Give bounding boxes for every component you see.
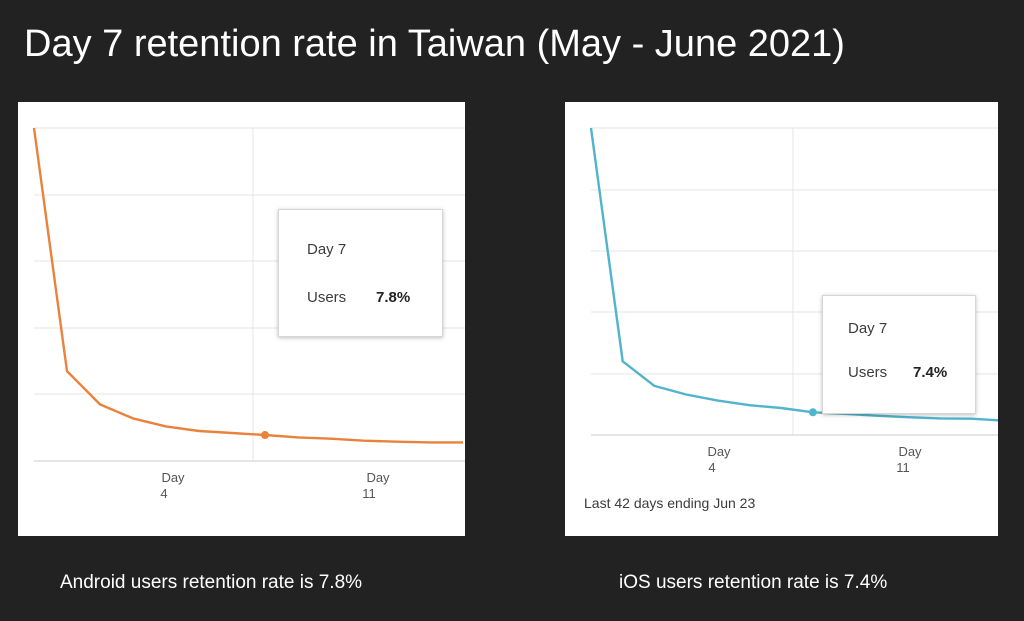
tooltip-metric-label: Users (848, 364, 888, 381)
android-caption: Android users retention rate is 7.8% (60, 572, 363, 593)
highlighted-data-point[interactable] (261, 431, 269, 440)
data-point (875, 414, 877, 416)
data-point (780, 407, 782, 409)
data-point (907, 416, 909, 418)
data-point (939, 417, 941, 419)
x-tick-label-number: 4 (708, 460, 715, 475)
data-point (622, 360, 624, 362)
data-point (685, 393, 687, 395)
tooltip-day-label: Day 7 (307, 241, 347, 258)
data-point (297, 436, 299, 438)
data-point (970, 418, 972, 420)
data-point (717, 399, 719, 401)
tooltip-day-label: Day 7 (848, 320, 888, 337)
x-tick-label-number: 11 (896, 460, 910, 475)
tooltip-value: 7.4% (913, 364, 948, 381)
data-point (748, 404, 750, 406)
data-point (165, 425, 167, 427)
x-tick-label-number: 11 (362, 486, 376, 501)
data-point (363, 439, 365, 441)
android-tooltip: Day 7 Users 7.8% (278, 209, 443, 337)
data-point (330, 437, 332, 439)
x-tick-label-day: Day (161, 470, 185, 485)
data-point (33, 127, 35, 129)
tooltip-metric-label: Users (307, 289, 347, 306)
data-point (590, 127, 592, 129)
tooltip-value: 7.8% (376, 289, 411, 306)
data-point (462, 441, 464, 443)
x-tick-label-day: Day (898, 444, 922, 459)
retention-line (589, 127, 998, 422)
ios-caption: iOS users retention rate is 7.4% (619, 572, 888, 593)
data-point (99, 403, 101, 405)
android-retention-chart: Day 4 Day 11 Day 7 Users 7.8% (18, 102, 465, 536)
ios-tooltip: Day 7 Users 7.4% (822, 295, 976, 414)
data-point (198, 430, 200, 432)
x-tick-label-number: 4 (160, 486, 167, 501)
data-point (396, 440, 398, 442)
data-point (653, 385, 655, 387)
retention-line (32, 127, 463, 444)
data-point (66, 370, 68, 372)
x-tick-label-day: Day (707, 444, 731, 459)
highlighted-data-point[interactable] (808, 408, 817, 417)
slide-title: Day 7 retention rate in Taiwan (May - Ju… (24, 23, 845, 65)
x-tick-label-day: Day (366, 470, 390, 485)
ios-retention-chart: Day 4 Day 11 Day 7 Users 7.4% Last 42 days … (565, 102, 998, 536)
data-point (231, 432, 233, 434)
data-point (132, 417, 134, 419)
period-note: Last 42 days ending Jun 23 (584, 495, 756, 511)
data-point (429, 441, 431, 443)
